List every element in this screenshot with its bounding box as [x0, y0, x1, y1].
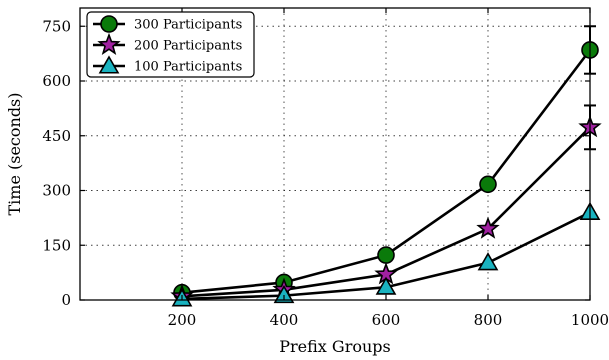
legend-marker [98, 55, 120, 74]
data-point [479, 175, 497, 194]
y-tick-label: 600 [42, 72, 71, 90]
plot-frame [79, 7, 591, 301]
data-point [377, 246, 395, 264]
x-tick-label: 400 [270, 311, 299, 329]
data-point [476, 216, 500, 239]
legend-label: 100 Participants [134, 60, 242, 75]
legend-box [86, 11, 255, 78]
legend-entry: 200 Participants [93, 32, 242, 55]
x-axis-label: Prefix Groups [279, 337, 390, 356]
y-tick-label: 0 [61, 291, 71, 309]
legend-label: 200 Participants [134, 39, 242, 54]
y-axis-label: Time (seconds) [5, 92, 24, 215]
data-point [375, 276, 397, 295]
legend-entry: 100 Participants [93, 55, 242, 75]
legend-label: 300 Participants [134, 18, 242, 33]
x-tick-label: 600 [372, 311, 401, 329]
x-tick-label: 1000 [571, 311, 609, 329]
legend-entry: 300 Participants [93, 15, 242, 33]
axis-ticks: 200 400 600 800 1000 0 150 300 450 600 750 [42, 8, 609, 329]
y-tick-label: 750 [42, 17, 71, 35]
x-tick-label: 200 [168, 311, 197, 329]
legend: 300 Participants 200 Participants 100 Part… [86, 11, 255, 78]
x-tick-label: 800 [474, 311, 503, 329]
series-3 [171, 201, 601, 307]
y-tick-label: 150 [42, 236, 71, 254]
legend-marker [97, 32, 121, 55]
y-tick-label: 450 [42, 127, 71, 145]
data-point [273, 285, 295, 304]
data-point [477, 252, 499, 271]
y-tick-label: 300 [42, 182, 71, 200]
legend-marker [100, 15, 118, 33]
